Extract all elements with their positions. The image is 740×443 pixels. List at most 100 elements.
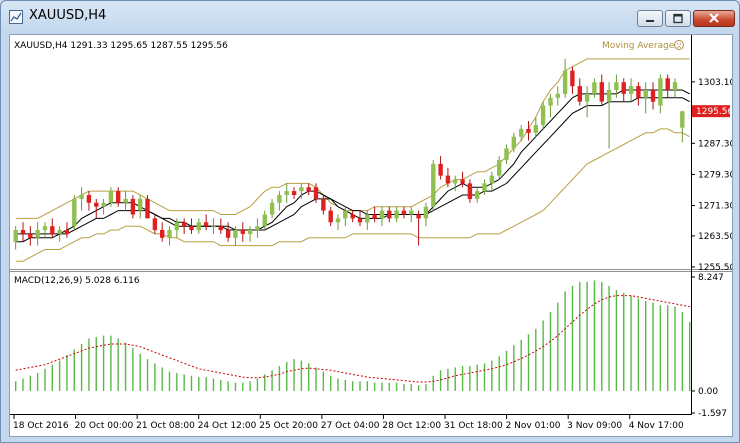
candle <box>497 156 502 180</box>
candle <box>189 218 194 234</box>
candle <box>182 218 187 234</box>
chart-client-area[interactable]: XAUUSD,H4 1291.33 1295.65 1287.55 1295.5… <box>9 34 733 437</box>
candle <box>50 218 55 238</box>
candle <box>343 206 348 227</box>
candle <box>233 226 238 246</box>
candle <box>123 191 128 211</box>
candle <box>548 93 553 118</box>
candle <box>284 183 289 203</box>
candle <box>519 125 524 141</box>
candle <box>416 210 421 246</box>
candle <box>665 74 670 98</box>
candle <box>20 222 26 242</box>
candle <box>599 74 604 106</box>
candle <box>167 226 172 246</box>
candle <box>401 206 407 219</box>
candle <box>57 226 62 242</box>
candle-layer <box>13 58 685 250</box>
candle <box>152 214 158 234</box>
candle <box>101 198 106 215</box>
candle <box>680 110 685 143</box>
candle <box>211 218 216 234</box>
candle <box>196 218 201 234</box>
candle <box>431 160 436 211</box>
candle <box>453 175 458 192</box>
candle <box>643 82 648 114</box>
candle <box>475 187 480 203</box>
time-axis-label: 4 Nov 17:00 <box>629 421 684 431</box>
candle <box>116 187 121 207</box>
candle <box>350 210 355 223</box>
price-scale-label: 1255.50 <box>698 263 732 273</box>
candle <box>357 210 363 227</box>
macd-scale[interactable]: 8.247 0.00 -1.597 <box>691 273 727 419</box>
time-axis-label: 21 Oct 08:00 <box>136 421 195 431</box>
candle <box>658 74 663 114</box>
candle <box>262 210 267 231</box>
candle <box>240 222 245 242</box>
window-title: XAUUSD,H4 <box>29 8 107 23</box>
candle <box>130 195 136 219</box>
current-price-tag: 1295.56 <box>692 105 732 118</box>
candle <box>592 78 597 98</box>
chart-window-icon[interactable] <box>9 10 23 24</box>
candle <box>394 206 399 223</box>
candle <box>64 222 70 238</box>
restore-button[interactable] <box>665 10 691 27</box>
candle <box>28 226 33 246</box>
candle <box>145 195 150 219</box>
candle <box>482 179 487 196</box>
close-icon <box>709 13 719 23</box>
candle <box>460 171 465 188</box>
candle <box>335 214 341 231</box>
candle <box>621 78 626 102</box>
candle <box>577 78 582 106</box>
macd-layer <box>14 280 691 391</box>
candle <box>138 195 143 219</box>
candle <box>379 206 385 227</box>
candle <box>247 226 253 242</box>
time-axis-label: 25 Oct 20:00 <box>259 421 318 431</box>
macd-signal-line <box>15 295 690 383</box>
candle <box>526 121 531 141</box>
macd-panel-header: MACD(12,26,9) 5.028 6.116 <box>14 276 140 286</box>
macd-scale-label: -1.597 <box>698 409 727 419</box>
candle <box>108 187 114 207</box>
maximize-icon <box>673 13 683 24</box>
candle <box>489 171 495 192</box>
time-axis-label: 18 Oct 2016 <box>13 421 69 431</box>
candle <box>291 187 297 199</box>
candle <box>372 206 377 223</box>
time-axis[interactable]: 18 Oct 2016 20 Oct 00:00 21 Oct 08:00 24 Oc… <box>13 415 684 431</box>
candle <box>86 191 92 211</box>
candle <box>203 214 209 231</box>
time-axis-label: 20 Oct 00:00 <box>75 421 134 431</box>
title-bar[interactable]: XAUUSD,H4 <box>1 1 739 33</box>
candle <box>160 222 165 242</box>
time-axis-label: 27 Oct 04:00 <box>321 421 380 431</box>
price-scale-label: 1271.30 <box>698 202 732 212</box>
candle <box>606 82 612 149</box>
time-axis-label: 24 Oct 12:00 <box>198 421 257 431</box>
candle <box>13 226 18 250</box>
envelope-lower-line <box>15 128 690 262</box>
candle <box>467 179 473 203</box>
price-scale-label: 1303.10 <box>698 78 732 88</box>
candle <box>504 144 509 164</box>
candle <box>277 191 282 211</box>
candle <box>328 206 333 227</box>
chart-canvas[interactable]: XAUUSD,H4 1291.33 1295.65 1287.55 1295.5… <box>10 35 732 436</box>
candle <box>299 183 304 199</box>
candle <box>555 86 560 106</box>
time-axis-label: 3 Nov 09:00 <box>567 421 622 431</box>
candle <box>570 66 575 94</box>
candle <box>218 218 223 234</box>
price-scale-label: 1279.30 <box>698 170 732 180</box>
candle <box>672 78 678 98</box>
minimize-button[interactable] <box>637 10 663 27</box>
price-scale-label: 1287.30 <box>698 139 732 149</box>
close-button[interactable] <box>693 10 735 27</box>
price-scale[interactable]: 1303.10 1287.30 1279.30 1271.30 1263.50 1255.… <box>691 78 732 273</box>
macd-scale-label: 0.00 <box>698 387 718 397</box>
